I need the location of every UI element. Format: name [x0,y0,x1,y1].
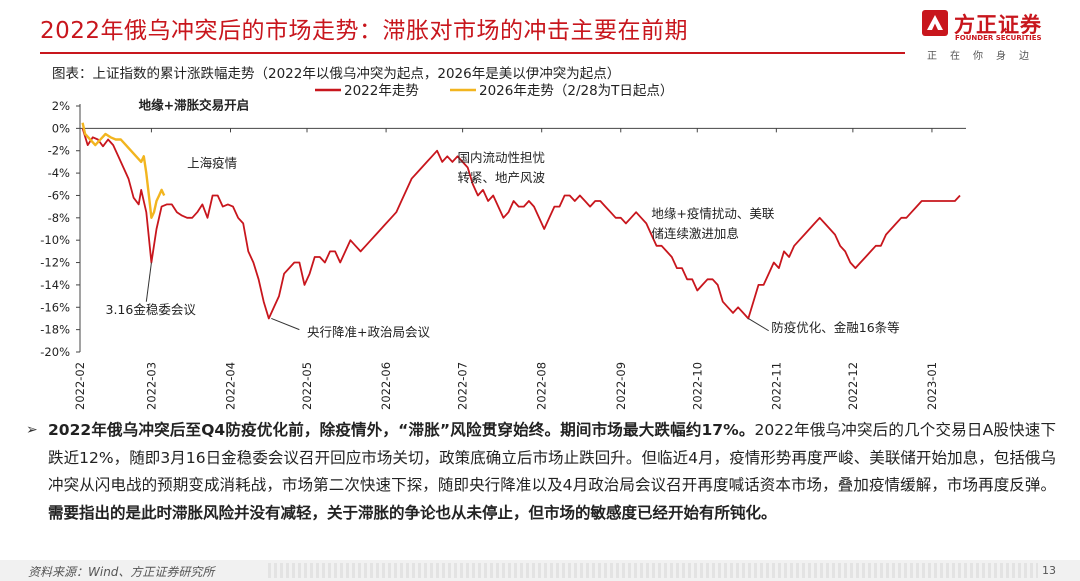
legend-label: 2026年走势（2/28为T日起点） [479,83,673,99]
summary-paragraph: ➢ 2022年俄乌冲突后至Q4防疫优化前，除疫情外，“滞胀”风险贯穿始终。期间市… [26,417,1056,527]
bullet-arrow-icon: ➢ [26,422,38,438]
y-tick-label: 2% [52,99,70,113]
y-tick-label: -2% [48,144,70,158]
source-note: 资料来源：Wind、方正证券研究所 [28,565,215,579]
x-tick-label: 2022-02 [73,362,87,410]
x-tick-label: 2022-12 [846,362,860,410]
cumulative-return-chart: 2% 0% -2% -4% -6% -8% -10% -12% -14% -16% -18% -20%… [40,83,966,410]
annotation-leader-line [748,318,769,332]
y-tick-label: -8% [48,211,70,225]
founder-logo-icon [922,10,948,36]
y-tick-label: -14% [40,278,70,292]
summary-body: 2022年俄乌冲突后的几个交易日A股快速下跌近12%，随即3月16日金稳委会议召… [48,421,1056,494]
summary-lead: 2022年俄乌冲突后至Q4防疫优化前，除疫情外，“滞胀”风险贯穿始终。期间市场最… [48,421,755,439]
annotation-label: 地缘+疫情扰动、美联 [651,206,774,221]
y-tick-label: -12% [40,256,70,270]
x-tick-label: 2022-10 [690,362,704,410]
x-tick-label: 2022-05 [300,362,314,410]
x-tick-label: 2022-07 [456,362,470,410]
series-line-2022 [81,128,961,320]
x-tick-label: 2022-11 [769,362,783,410]
annotation-leader-line [271,317,300,331]
y-tick-label: -16% [40,300,70,314]
annotation-label: 央行降准+政治局会议 [307,324,430,339]
slide-title: 2022年俄乌冲突后的市场走势：滞胀对市场的冲击主要在前期 [40,18,689,44]
summary-conclusion: 需要指出的是此时滞胀风险并没有减轻，关于滞胀的争论也从未停止，但市场的敏感度已经… [48,503,777,522]
y-tick-label: -20% [40,345,70,359]
annotation-label: 地缘+滞胀交易开启 [139,97,249,112]
chart-caption: 图表：上证指数的累计涨跌幅走势（2022年以俄乌冲突为起点，2026年是美以伊冲… [52,66,621,82]
y-tick-label: -4% [48,166,70,180]
logo-slogan: 正在你身边 [927,51,1042,62]
logo-name-en: FOUNDER SECURITIES [955,34,1042,42]
x-tick-label: 2023-01 [925,362,939,410]
x-tick-label: 2022-09 [614,362,628,410]
founder-securities-logo: 方正证券 FOUNDER SECURITIES 正在你身边 [917,6,1067,62]
x-tick-label: 2022-06 [379,362,393,410]
annotation-label: 上海疫情 [187,156,237,171]
legend-label: 2022年走势 [344,83,419,99]
annotation-label: 3.16金稳委会议 [106,302,197,317]
y-tick-label: -6% [48,188,70,202]
title-divider [40,52,905,54]
logo-name-cn: 方正证券 [954,13,1042,37]
annotation-label: 转紧、地产风波 [458,170,546,185]
x-tick-label: 2022-03 [144,362,158,410]
y-tick-label: -10% [40,233,70,247]
series-line-2026 [81,122,166,219]
x-tick-label: 2022-08 [535,362,549,410]
y-tick-label: -18% [40,323,70,337]
annotation-label: 储连续激进加息 [651,226,739,241]
annotation-label: 防疫优化、金融16条等 [771,320,899,335]
page-number: 13 [1042,564,1056,577]
footer-decoration [268,563,1038,578]
y-tick-label: 0% [52,121,70,135]
x-tick-label: 2022-04 [223,362,237,410]
annotation-leader-line [145,262,152,302]
annotation-label: 国内流动性担忧 [458,150,546,165]
